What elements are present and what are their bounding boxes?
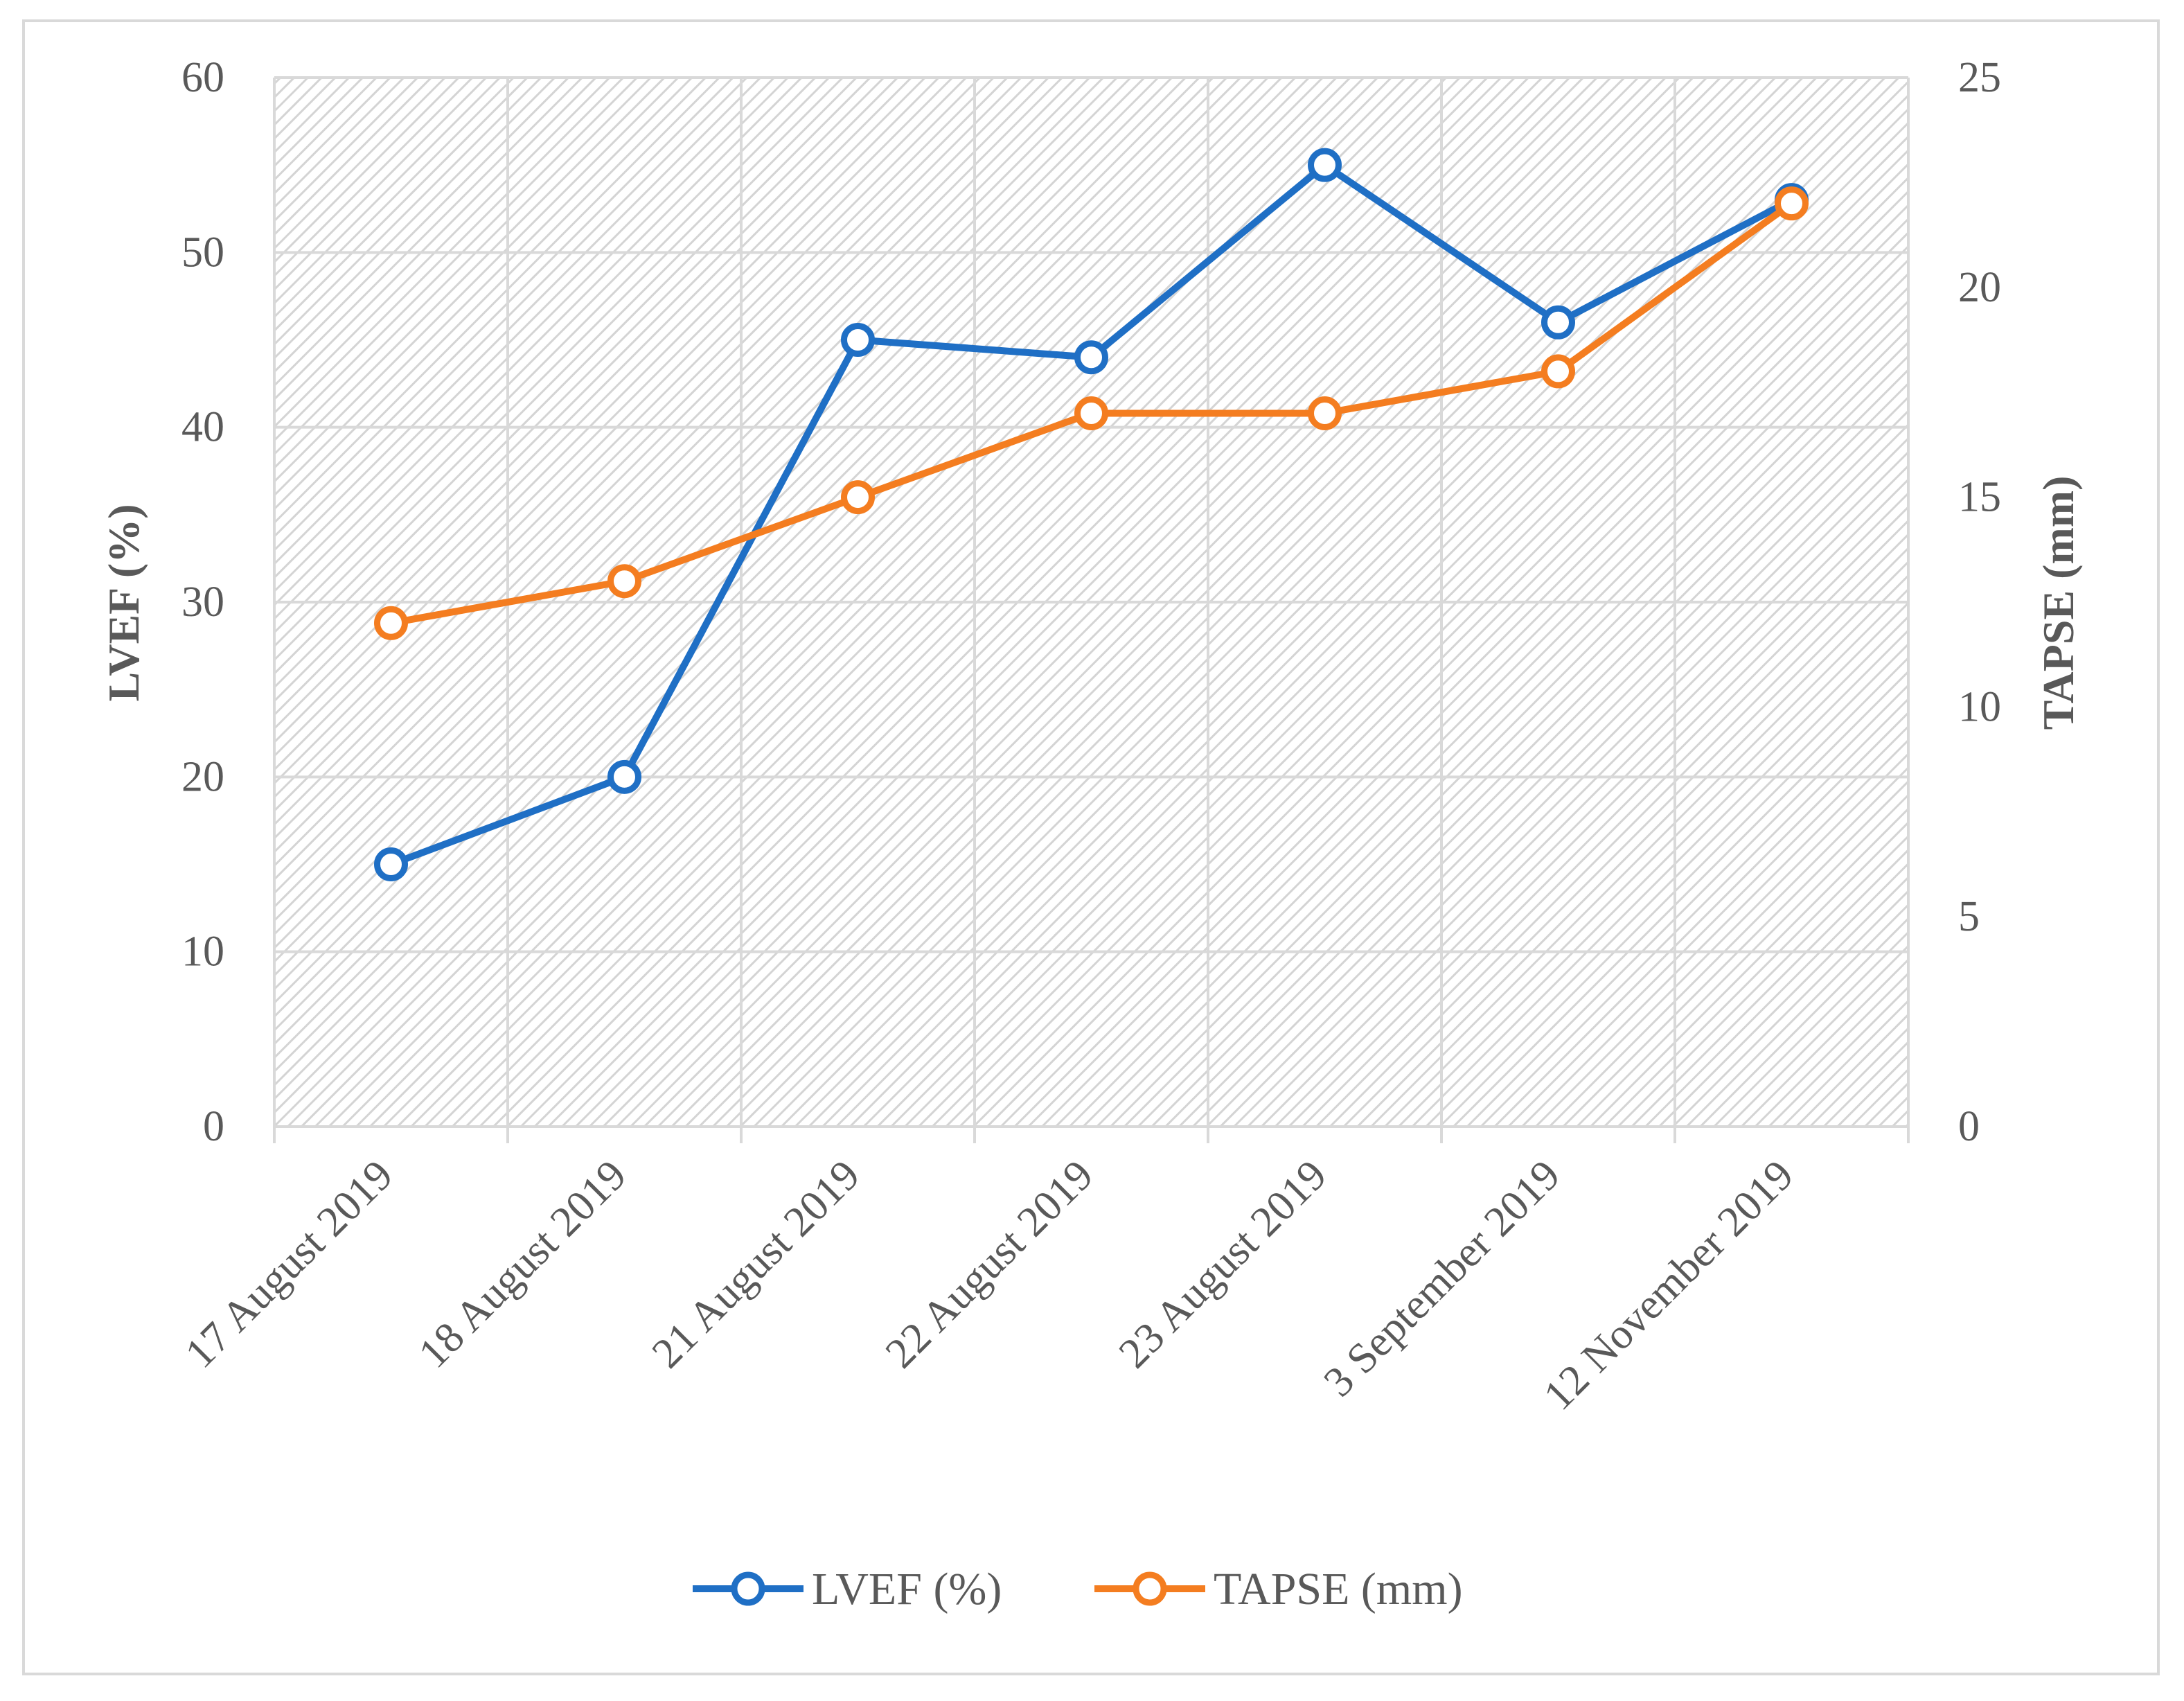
data-point-lvef [374,847,408,881]
data-point-tapse [1541,354,1575,389]
data-point-lvef [1074,340,1108,375]
y-axis-title-left: LVEF (%) [99,504,148,701]
legend-label: TAPSE (mm) [1214,1564,1463,1614]
y-tick-label-right: 25 [1958,54,2001,101]
y-tick-label-left: 20 [181,753,224,800]
data-point-tapse [1775,186,1809,221]
y-tick-label-left: 30 [181,579,224,626]
legend-label: LVEF (%) [812,1564,1002,1614]
x-tick-label: 17 August 2019 [177,1152,402,1377]
data-point-tapse [841,480,875,515]
data-point-tapse [1308,396,1342,430]
data-point-tapse [607,564,641,599]
data-point-tapse [374,606,408,640]
y-tick-label-left: 10 [181,928,224,976]
x-tick-label: 18 August 2019 [410,1152,636,1377]
y-tick-label-right: 20 [1958,264,2001,311]
legend-swatch-marker [731,1571,765,1606]
legend: LVEF (%) TAPSE (mm) [693,1564,1463,1614]
x-tick-label: 23 August 2019 [1110,1152,1336,1377]
data-point-lvef [607,759,641,794]
y-tick-label-left: 0 [203,1103,224,1150]
data-point-lvef [841,323,875,357]
y-tick-label-right: 15 [1958,474,2001,521]
x-tick-label: 22 August 2019 [877,1152,1103,1377]
y-tick-label-right: 10 [1958,683,2001,730]
x-tick-label: 21 August 2019 [643,1152,869,1377]
y-tick-label-left: 60 [181,54,224,101]
x-tick-label: 12 November 2019 [1535,1152,1803,1420]
data-point-lvef [1541,305,1575,340]
x-tick-label: 3 September 2019 [1315,1152,1569,1406]
y-tick-label-right: 0 [1958,1103,1980,1150]
legend-swatch-marker [1133,1571,1167,1606]
y-tick-label-left: 40 [181,404,224,451]
y-axis-title-right: TAPSE (mm) [2034,476,2083,730]
data-point-lvef [1308,148,1342,182]
y-tick-label-left: 50 [181,229,224,276]
data-point-tapse [1074,396,1108,430]
y-tick-label-right: 5 [1958,893,1980,940]
